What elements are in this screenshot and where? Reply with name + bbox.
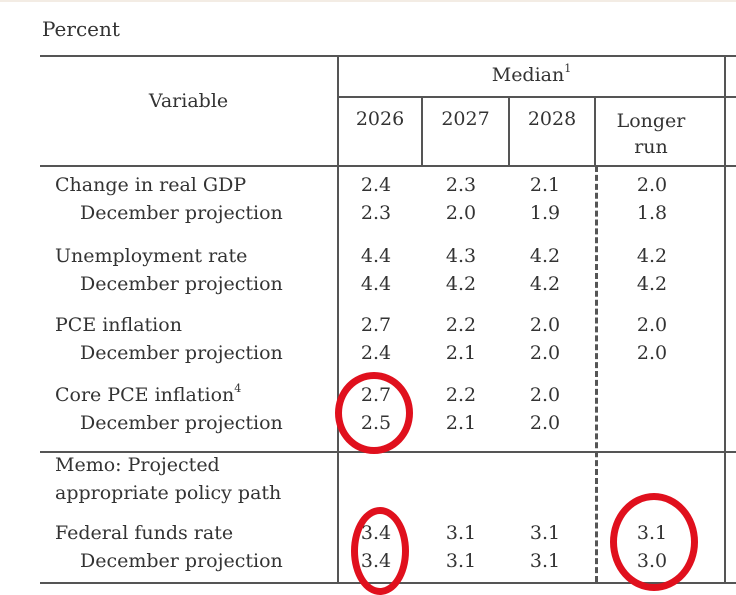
cell-2028: 4.2 — [529, 245, 561, 267]
cell-2028: 2.0 — [529, 412, 561, 434]
cell-2027: 2.1 — [445, 412, 477, 434]
table-row-label: Core PCE inflation4 — [55, 382, 242, 406]
cell-2027: 2.1 — [445, 342, 477, 364]
header-bottom-rule — [40, 165, 736, 167]
median-footnote: 1 — [564, 62, 572, 75]
row-label-text: December projection — [80, 550, 283, 572]
variable-header: Variable — [148, 90, 229, 112]
cell-2028: 3.1 — [529, 522, 561, 544]
row-label-text: Core PCE inflation — [55, 384, 235, 406]
row-label-text: December projection — [80, 273, 283, 295]
row-label-text: Federal funds rate — [55, 522, 234, 544]
annotation-circle-fed-funds-longer-run — [610, 493, 698, 591]
row-label-text: December projection — [80, 202, 283, 224]
cell-2027: 2.0 — [445, 202, 477, 224]
cell-2028: 4.2 — [529, 273, 561, 295]
cell-2027: 3.1 — [445, 550, 477, 572]
memo-row-label: Federal funds rate — [55, 522, 233, 544]
longer-run-line1: Longer — [616, 110, 686, 132]
table-row-label: PCE inflation — [55, 314, 182, 336]
annotation-circle-core-pce-2026 — [335, 372, 413, 454]
header-divider-2028 — [508, 96, 510, 166]
table-row-label: December projection — [80, 342, 283, 364]
cell-2028: 2.1 — [529, 174, 561, 196]
cell-2026: 4.4 — [360, 273, 392, 295]
cell-longer-run: 4.2 — [636, 273, 668, 295]
row-footnote: 4 — [234, 382, 242, 395]
median-label: Median — [491, 64, 565, 86]
top-border-strip — [0, 0, 736, 2]
median-subheader-rule — [338, 96, 736, 98]
variable-column-divider — [337, 55, 339, 584]
cell-2028: 2.0 — [529, 314, 561, 336]
cell-2026: 2.4 — [360, 174, 392, 196]
memo-row-label: December projection — [80, 550, 283, 572]
median-header: Median1 — [339, 62, 724, 86]
table-row-label: December projection — [80, 412, 283, 434]
cell-longer-run: 2.0 — [636, 314, 668, 336]
cell-2028: 2.0 — [529, 342, 561, 364]
longer-run-dashed-divider — [595, 166, 598, 582]
cell-2027: 2.3 — [445, 174, 477, 196]
year-header-2026: 2026 — [355, 108, 405, 130]
row-label-text: PCE inflation — [55, 314, 182, 336]
table-row-label: Change in real GDP — [55, 174, 246, 196]
table-row-label: Unemployment rate — [55, 245, 247, 267]
cell-2027: 2.2 — [445, 384, 477, 406]
cell-longer-run: 2.0 — [636, 174, 668, 196]
row-label-text: Unemployment rate — [55, 245, 248, 267]
cell-longer-run: 4.2 — [636, 245, 668, 267]
header-divider-2027 — [421, 96, 423, 166]
cell-2028: 3.1 — [529, 550, 561, 572]
longer-run-line2: run — [634, 136, 668, 158]
cell-2028: 2.0 — [529, 384, 561, 406]
cell-2026: 4.4 — [360, 245, 392, 267]
memo-label-line2: appropriate policy path — [55, 482, 282, 504]
row-label-text: December projection — [80, 412, 283, 434]
cell-2026: 2.3 — [360, 202, 392, 224]
year-header-2027: 2027 — [441, 108, 490, 130]
cell-2027: 2.2 — [445, 314, 477, 336]
table-row-label: December projection — [80, 202, 283, 224]
row-label-text: Change in real GDP — [55, 174, 247, 196]
table-row-label: December projection — [80, 273, 283, 295]
cell-2028: 1.9 — [529, 202, 561, 224]
cell-longer-run: 2.0 — [636, 342, 668, 364]
cell-2027: 4.2 — [445, 273, 477, 295]
longer-run-header: Longer run — [596, 108, 706, 160]
annotation-circle-fed-funds-2026 — [351, 507, 409, 595]
row-label-text: December projection — [80, 342, 283, 364]
unit-label: Percent — [42, 17, 120, 41]
year-header-2028: 2028 — [527, 108, 577, 130]
table-top-rule — [40, 55, 736, 57]
cell-2027: 3.1 — [445, 522, 477, 544]
memo-section-rule — [40, 451, 736, 453]
header-divider-longer-run — [594, 96, 596, 166]
cell-2026: 2.4 — [360, 342, 392, 364]
cell-longer-run: 1.8 — [636, 202, 668, 224]
cell-2026: 2.7 — [360, 314, 392, 336]
right-table-divider — [724, 55, 726, 584]
memo-label-line1: Memo: Projected — [55, 454, 220, 476]
cell-2027: 4.3 — [445, 245, 477, 267]
